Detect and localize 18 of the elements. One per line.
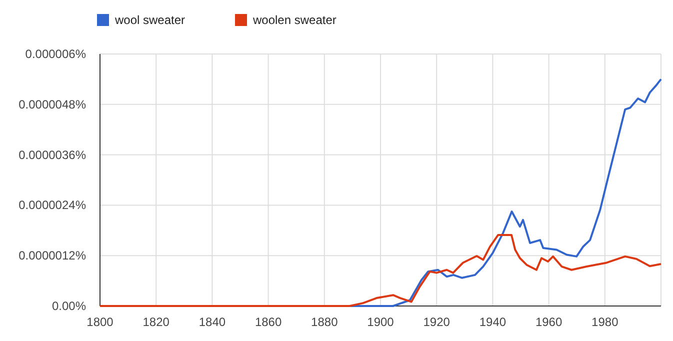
x-tick-label: 1960 [535, 315, 562, 329]
legend-label: wool sweater [114, 13, 186, 27]
y-tick-label: 0.0000012% [18, 248, 86, 263]
y-tick-label: 0.0000036% [18, 148, 86, 162]
legend-label: woolen sweater [252, 13, 336, 27]
x-tick-label: 1840 [198, 315, 226, 329]
x-tick-label: 1820 [142, 315, 170, 329]
x-tick-label: 1900 [367, 315, 394, 329]
y-tick-label: 0.0000024% [18, 198, 86, 212]
x-tick-label: 1980 [592, 315, 619, 329]
x-tick-label: 1800 [86, 315, 114, 329]
x-tick-label: 1920 [423, 315, 450, 329]
x-tick-label: 1880 [311, 315, 338, 329]
x-tick-label: 1940 [479, 315, 506, 329]
y-tick-label: 0.00% [52, 299, 86, 313]
x-tick-label: 1860 [254, 315, 282, 329]
y-tick-label: 0.0000048% [18, 97, 86, 112]
y-tick-label: 0.000006% [25, 47, 86, 61]
